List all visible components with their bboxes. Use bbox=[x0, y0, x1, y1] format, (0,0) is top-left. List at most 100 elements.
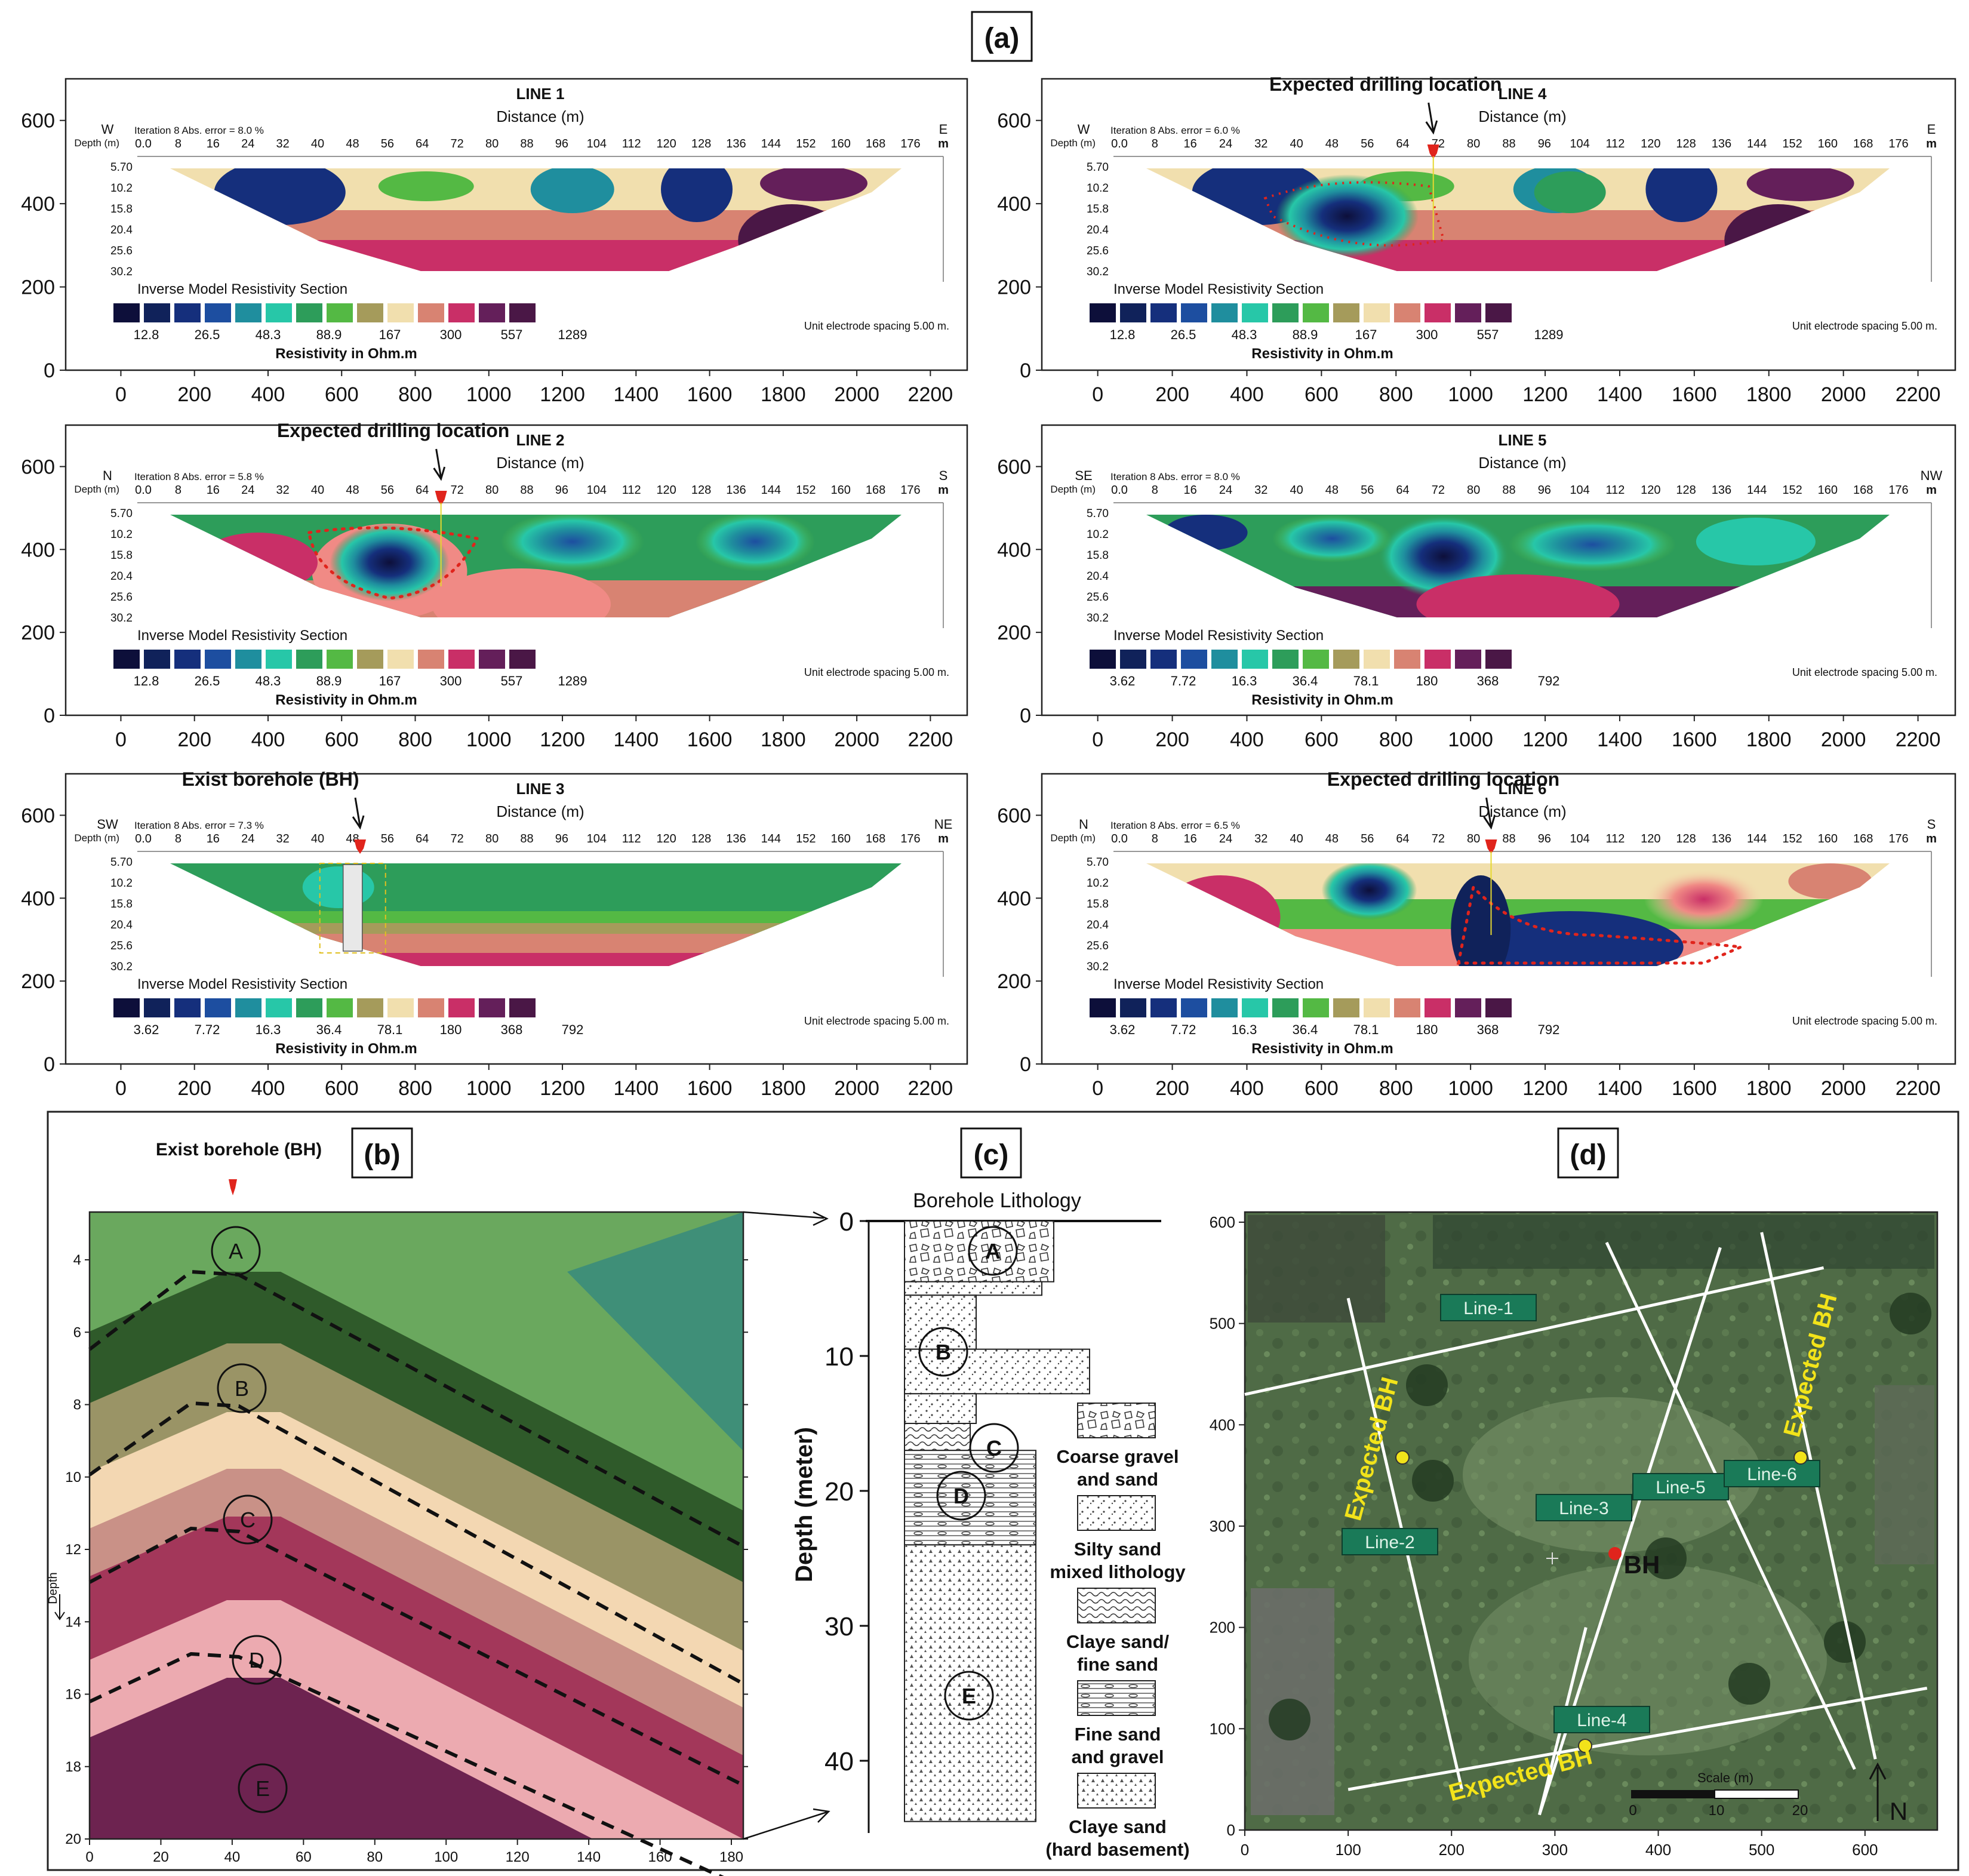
legend-swatch bbox=[1303, 303, 1329, 322]
m-label: m bbox=[1926, 832, 1937, 845]
blob-pink bbox=[1644, 869, 1764, 929]
c-layer-label: B bbox=[936, 1340, 951, 1364]
legend-value: 1289 bbox=[558, 673, 587, 688]
distance-tick-label: 112 bbox=[622, 484, 641, 497]
distance-tick-label: 80 bbox=[1467, 484, 1480, 497]
y-tick-label: 0 bbox=[44, 359, 55, 382]
c-layer-circle bbox=[944, 1671, 994, 1721]
y-tick-label: 600 bbox=[997, 804, 1031, 827]
distance-tick-label: 168 bbox=[866, 832, 885, 845]
distance-tick-label: 56 bbox=[1361, 484, 1374, 497]
line-label: Line-3 bbox=[1559, 1499, 1608, 1518]
legend-value: 26.5 bbox=[195, 673, 220, 688]
b-x-tick-label: 180 bbox=[719, 1849, 743, 1865]
legend-swatch bbox=[1120, 650, 1146, 669]
right-direction: NE bbox=[934, 817, 953, 832]
distance-tick-label: 176 bbox=[900, 832, 920, 845]
distance-tick-label: 88 bbox=[520, 484, 533, 497]
legend-value: 1289 bbox=[1534, 327, 1564, 342]
legend-value: 36.4 bbox=[1293, 1022, 1318, 1037]
resistivity-label: Resistivity in Ohm.m bbox=[275, 346, 417, 362]
distance-tick-label: 120 bbox=[656, 832, 676, 845]
error-label: Iteration 8 Abs. error = 6.0 % bbox=[1110, 125, 1240, 136]
x-tick-label: 0 bbox=[1092, 728, 1103, 751]
legend-value: 3.62 bbox=[134, 1022, 159, 1037]
left-direction: N bbox=[1079, 817, 1088, 832]
distance-tick-label: 104 bbox=[587, 137, 607, 150]
x-tick-label: 1600 bbox=[1672, 728, 1717, 751]
x-tick-label: 600 bbox=[325, 1077, 359, 1100]
distance-tick-label: 152 bbox=[796, 484, 816, 497]
depth-tick-label: 30.2 bbox=[110, 266, 133, 278]
distance-tick-label: 152 bbox=[1782, 137, 1802, 150]
lithology-legend-line2: fine sand bbox=[1077, 1654, 1158, 1675]
survey-line bbox=[1760, 1232, 1877, 1760]
distance-tick-label: 88 bbox=[1502, 832, 1515, 845]
legend-value: 36.4 bbox=[1293, 673, 1318, 688]
survey-line bbox=[1244, 1266, 1825, 1396]
resistivity-section-5: 0 200 400 600 0 200 400 600 800 1000 1200 1400 1600 1… bbox=[21, 768, 968, 1100]
legend-value: 48.3 bbox=[256, 673, 281, 688]
distance-tick-label: 40 bbox=[311, 832, 324, 845]
distance-tick-label: 136 bbox=[1712, 832, 1731, 845]
legend-value: 7.72 bbox=[1171, 1022, 1196, 1037]
x-tick-label: 200 bbox=[177, 728, 211, 751]
distance-tick-label: 160 bbox=[830, 832, 850, 845]
distance-tick-label: 72 bbox=[1432, 484, 1445, 497]
b-y-tick-label: 6 bbox=[73, 1324, 81, 1340]
legend-swatch bbox=[1211, 650, 1238, 669]
distance-tick-label: 80 bbox=[485, 832, 499, 845]
c-y-tick-label: 0 bbox=[839, 1207, 854, 1237]
distance-tick-label: 80 bbox=[1467, 832, 1480, 845]
distance-tick-label: 176 bbox=[900, 137, 920, 150]
section-title: LINE 2 bbox=[516, 431, 565, 449]
c-y-tick-label: 20 bbox=[824, 1477, 854, 1506]
x-tick-label: 2000 bbox=[1821, 1077, 1866, 1100]
c-y-label: Depth (meter) bbox=[791, 1427, 817, 1582]
target-anomaly bbox=[330, 524, 450, 601]
distance-tick-label: 24 bbox=[1219, 832, 1232, 845]
distance-tick-label: 64 bbox=[416, 484, 429, 497]
scale-bar-light bbox=[1714, 1789, 1799, 1799]
distance-tick-label: 160 bbox=[830, 137, 850, 150]
layer-e bbox=[90, 1678, 593, 1839]
distance-tick-label: 96 bbox=[1538, 832, 1551, 845]
legend-value: 1289 bbox=[558, 327, 587, 342]
legend-swatch bbox=[1425, 303, 1451, 322]
legend-swatch bbox=[418, 303, 444, 322]
legend-swatch bbox=[1425, 998, 1451, 1017]
model-title: Inverse Model Resistivity Section bbox=[137, 281, 347, 297]
depth-tick-label: 5.70 bbox=[1087, 856, 1109, 869]
line-label-box bbox=[1536, 1494, 1632, 1521]
legend-swatch bbox=[1150, 998, 1177, 1017]
legend-swatch bbox=[418, 998, 444, 1017]
legend-swatch bbox=[266, 650, 292, 669]
tree bbox=[1412, 1460, 1454, 1502]
model-title: Inverse Model Resistivity Section bbox=[1113, 976, 1324, 992]
layer-boundary bbox=[88, 1401, 744, 1686]
resistivity-section-3: 0 200 400 600 0 200 400 600 800 1000 1200 1400 1600 1… bbox=[21, 420, 968, 751]
lithology-legend-line1: Coarse gravel bbox=[1056, 1446, 1179, 1467]
legend-swatch bbox=[327, 650, 353, 669]
distance-tick-label: 112 bbox=[1606, 137, 1625, 150]
right-direction: NW bbox=[1921, 468, 1943, 483]
distance-tick-label: 32 bbox=[1254, 484, 1267, 497]
legend-value: 557 bbox=[1477, 327, 1499, 342]
y-tick-label: 200 bbox=[21, 622, 55, 644]
legend-swatch bbox=[1090, 650, 1116, 669]
legend-value: 12.8 bbox=[134, 673, 159, 688]
resistivity-label: Resistivity in Ohm.m bbox=[1251, 346, 1393, 362]
legend-swatch bbox=[1394, 998, 1420, 1017]
legend-value: 368 bbox=[1477, 1022, 1499, 1037]
spacing-label: Unit electrode spacing 5.00 m. bbox=[804, 1015, 949, 1027]
d-y-tick-label: 200 bbox=[1210, 1619, 1235, 1637]
legend-swatch bbox=[1485, 303, 1512, 322]
layer-label: C bbox=[240, 1508, 256, 1532]
legend-swatch bbox=[1211, 998, 1238, 1017]
legend-swatch bbox=[1120, 998, 1146, 1017]
x-tick-label: 400 bbox=[1230, 1077, 1264, 1100]
resistivity-label: Resistivity in Ohm.m bbox=[1251, 1041, 1393, 1057]
crosshair bbox=[1546, 1552, 1558, 1564]
distance-tick-label: 152 bbox=[1782, 832, 1802, 845]
